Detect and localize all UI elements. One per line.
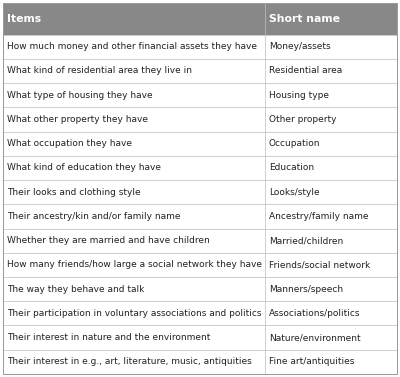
Text: What kind of education they have: What kind of education they have	[7, 163, 161, 172]
Bar	[3, 350, 265, 374]
Text: Residential area: Residential area	[269, 66, 342, 75]
Bar	[265, 277, 397, 301]
Bar	[265, 204, 397, 228]
Bar	[3, 204, 265, 228]
Bar	[265, 107, 397, 132]
Text: What occupation they have: What occupation they have	[7, 139, 132, 148]
Bar	[3, 35, 265, 59]
Text: What other property they have: What other property they have	[7, 115, 148, 124]
Text: Married/children: Married/children	[269, 236, 343, 245]
Text: Housing type: Housing type	[269, 90, 329, 100]
Text: Their interest in nature and the environment: Their interest in nature and the environ…	[7, 333, 210, 342]
Bar	[3, 59, 265, 83]
Text: Their participation in voluntary associations and politics: Their participation in voluntary associa…	[7, 309, 262, 318]
Bar	[265, 59, 397, 83]
Text: Associations/politics: Associations/politics	[269, 309, 360, 318]
Text: Items: Items	[7, 14, 41, 24]
Text: Short name: Short name	[269, 14, 340, 24]
Text: What type of housing they have: What type of housing they have	[7, 90, 153, 100]
Text: Occupation: Occupation	[269, 139, 320, 148]
Bar	[3, 3, 265, 35]
Text: Their looks and clothing style: Their looks and clothing style	[7, 188, 141, 197]
Bar	[265, 350, 397, 374]
Text: Whether they are married and have children: Whether they are married and have childr…	[7, 236, 210, 245]
Text: Manners/speech: Manners/speech	[269, 285, 343, 294]
Text: Friends/social network: Friends/social network	[269, 261, 370, 270]
Bar	[265, 253, 397, 277]
Bar	[265, 156, 397, 180]
Bar	[265, 325, 397, 350]
Bar	[3, 107, 265, 132]
Bar	[265, 180, 397, 204]
Bar	[265, 83, 397, 107]
Text: How much money and other financial assets they have: How much money and other financial asset…	[7, 42, 257, 51]
Bar	[3, 228, 265, 253]
Text: Money/assets: Money/assets	[269, 42, 330, 51]
Text: What kind of residential area they live in: What kind of residential area they live …	[7, 66, 192, 75]
Bar	[265, 301, 397, 325]
Bar	[3, 83, 265, 107]
Text: The way they behave and talk: The way they behave and talk	[7, 285, 144, 294]
Bar	[265, 228, 397, 253]
Bar	[3, 277, 265, 301]
Bar	[3, 325, 265, 350]
Text: Nature/environment: Nature/environment	[269, 333, 360, 342]
Bar	[3, 132, 265, 156]
Bar	[3, 180, 265, 204]
Bar	[3, 156, 265, 180]
Text: Ancestry/family name: Ancestry/family name	[269, 212, 368, 221]
Text: Looks/style: Looks/style	[269, 188, 320, 197]
Bar	[265, 35, 397, 59]
Text: Other property: Other property	[269, 115, 336, 124]
Text: How many friends/how large a social network they have: How many friends/how large a social netw…	[7, 261, 262, 270]
Bar	[265, 3, 397, 35]
Bar	[265, 132, 397, 156]
Text: Fine art/antiquities: Fine art/antiquities	[269, 357, 354, 366]
Text: Their interest in e.g., art, literature, music, antiquities: Their interest in e.g., art, literature,…	[7, 357, 252, 366]
Text: Education: Education	[269, 163, 314, 172]
Bar	[3, 253, 265, 277]
Bar	[3, 301, 265, 325]
Text: Their ancestry/kin and/or family name: Their ancestry/kin and/or family name	[7, 212, 181, 221]
